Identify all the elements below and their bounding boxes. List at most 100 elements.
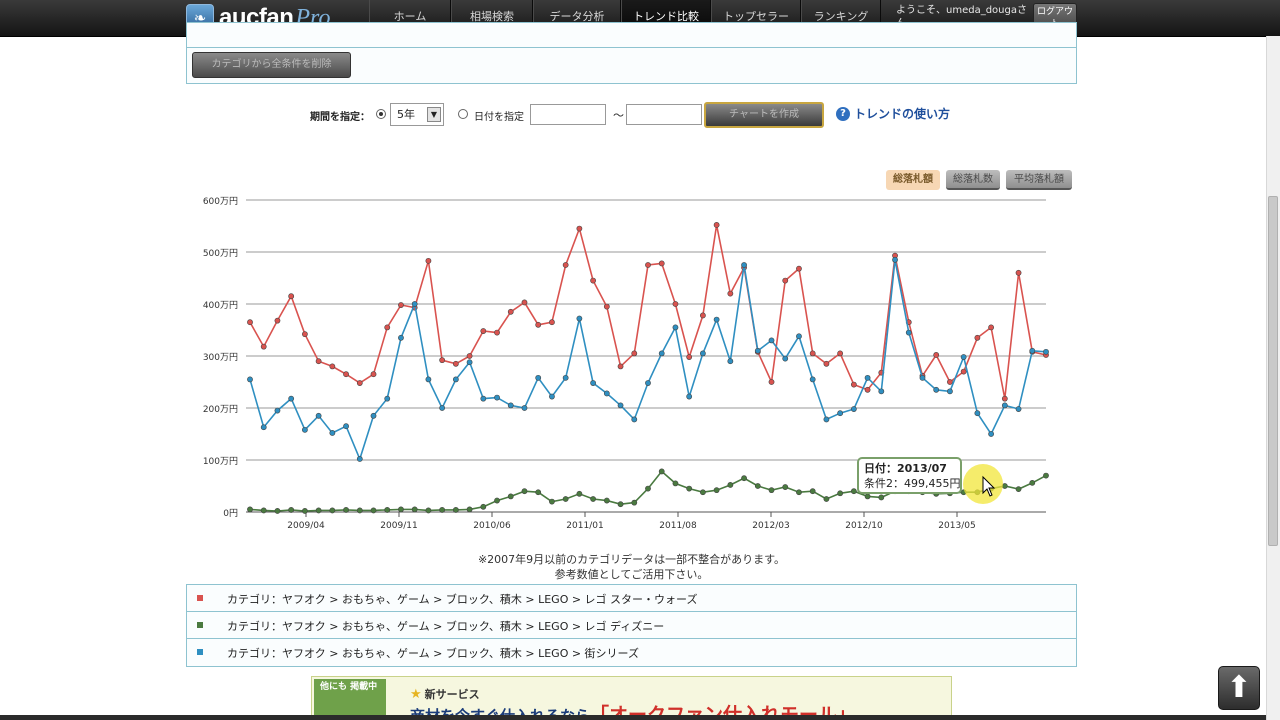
back-to-top-button[interactable]: ⬆ [1218, 666, 1260, 710]
data-point[interactable] [590, 496, 597, 502]
data-point[interactable] [260, 424, 267, 431]
data-point[interactable] [260, 507, 267, 514]
scrollbar-thumb[interactable] [1268, 196, 1278, 546]
data-point[interactable] [672, 324, 679, 331]
data-point[interactable] [741, 262, 747, 268]
data-point[interactable] [398, 334, 404, 341]
data-point[interactable] [425, 507, 432, 514]
data-point[interactable] [274, 317, 281, 324]
data-point[interactable] [507, 493, 514, 500]
data-point[interactable] [480, 503, 487, 510]
data-point[interactable] [452, 376, 459, 383]
date-to-input[interactable] [626, 104, 702, 125]
data-point[interactable] [1029, 347, 1036, 354]
data-point[interactable] [905, 329, 912, 336]
data-point[interactable] [850, 381, 857, 388]
data-point[interactable] [713, 222, 720, 228]
data-point[interactable] [356, 380, 363, 386]
data-point[interactable] [864, 386, 871, 393]
data-point[interactable] [274, 508, 281, 514]
data-point[interactable] [439, 405, 446, 411]
data-point[interactable] [288, 395, 295, 402]
nav-market-search[interactable]: 相場検索 [451, 0, 533, 36]
data-point[interactable] [356, 507, 363, 514]
data-point[interactable] [933, 352, 940, 358]
data-point[interactable] [837, 350, 844, 357]
data-point[interactable] [919, 374, 926, 381]
create-chart-button[interactable]: チャートを作成 [704, 102, 824, 128]
data-point[interactable] [1015, 406, 1022, 412]
data-point[interactable] [480, 395, 487, 402]
data-point[interactable] [645, 380, 651, 386]
data-point[interactable] [617, 363, 624, 370]
data-point[interactable] [713, 487, 720, 494]
data-point[interactable] [727, 290, 734, 297]
data-point[interactable] [768, 337, 775, 344]
data-point[interactable] [521, 405, 528, 411]
data-point[interactable] [384, 324, 391, 331]
data-point[interactable] [590, 380, 597, 386]
data-point[interactable] [507, 402, 514, 409]
data-point[interactable] [384, 395, 391, 402]
data-point[interactable] [892, 256, 898, 263]
data-point[interactable] [288, 293, 295, 300]
data-point[interactable] [850, 406, 857, 412]
data-point[interactable] [549, 393, 555, 400]
data-point[interactable] [837, 490, 844, 497]
nav-home[interactable]: ホーム [369, 0, 451, 36]
data-point[interactable] [809, 488, 816, 495]
data-point[interactable] [617, 402, 624, 409]
tab-average-amount[interactable]: 平均落札額 [1006, 170, 1072, 190]
data-point[interactable] [823, 360, 830, 367]
data-point[interactable] [960, 354, 967, 360]
data-point[interactable] [1043, 348, 1049, 355]
data-point[interactable] [768, 487, 775, 494]
tab-total-count[interactable]: 総落札数 [946, 170, 1000, 190]
data-point[interactable] [1001, 395, 1008, 402]
data-point[interactable] [288, 507, 295, 513]
data-point[interactable] [274, 407, 281, 414]
data-point[interactable] [411, 301, 418, 307]
data-point[interactable] [247, 376, 253, 383]
data-point[interactable] [452, 360, 459, 367]
data-point[interactable] [494, 497, 500, 504]
data-point[interactable] [370, 412, 377, 419]
data-point[interactable] [617, 501, 624, 508]
data-point[interactable] [466, 353, 473, 359]
data-point[interactable] [645, 485, 651, 492]
trend-help-link[interactable]: ? トレンドの使い方 [836, 105, 950, 122]
data-point[interactable] [823, 496, 830, 502]
data-point[interactable] [1015, 269, 1022, 276]
data-point[interactable] [576, 225, 583, 232]
nav-data-analysis[interactable]: データ分析 [533, 0, 621, 36]
data-point[interactable] [315, 358, 322, 365]
data-point[interactable] [796, 333, 802, 340]
data-point[interactable] [782, 355, 789, 362]
data-point[interactable] [356, 456, 363, 462]
data-point[interactable] [301, 426, 308, 433]
data-point[interactable] [974, 410, 981, 417]
date-from-input[interactable] [530, 104, 606, 125]
legend-row[interactable]: カテゴリ：ヤフオク > おもちゃ、ゲーム > ブロック、積木 > LEGO > … [187, 639, 1076, 666]
data-point[interactable] [562, 374, 569, 381]
data-point[interactable] [480, 328, 487, 334]
data-point[interactable] [562, 496, 569, 502]
period-select[interactable]: 5年 ▼ [390, 103, 444, 126]
data-point[interactable] [947, 388, 953, 395]
data-point[interactable] [494, 394, 500, 401]
data-point[interactable] [1001, 402, 1008, 409]
data-point[interactable] [658, 260, 665, 267]
data-point[interactable] [329, 507, 336, 514]
data-point[interactable] [741, 475, 747, 482]
data-point[interactable] [590, 277, 597, 284]
data-point[interactable] [329, 430, 336, 436]
data-point[interactable] [850, 488, 857, 495]
data-point[interactable] [686, 393, 693, 400]
data-point[interactable] [603, 497, 610, 504]
data-point[interactable] [439, 507, 446, 513]
data-point[interactable] [699, 312, 706, 319]
data-point[interactable] [370, 371, 377, 378]
data-point[interactable] [782, 484, 789, 490]
data-point[interactable] [727, 358, 734, 365]
data-point[interactable] [933, 386, 940, 393]
